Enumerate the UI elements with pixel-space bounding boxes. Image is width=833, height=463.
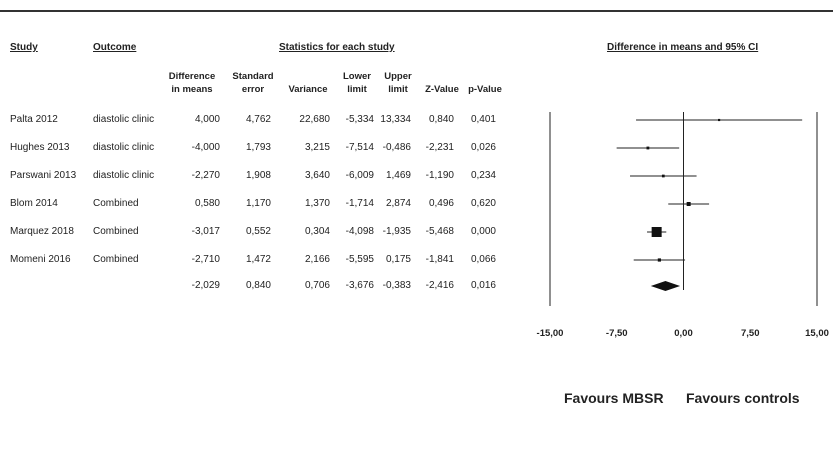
header-outcome: Outcome — [93, 42, 137, 53]
column-header-line2: p-Value — [468, 84, 502, 95]
stat-value: 3,640 — [304, 170, 330, 181]
summary-value: -3,676 — [345, 280, 374, 291]
stat-value: -3,017 — [191, 226, 220, 237]
summary-value: -2,029 — [191, 280, 220, 291]
column-header: Difference in means — [160, 70, 224, 96]
column-header-line2: in means — [171, 84, 213, 95]
column-header-line1: Standard — [232, 71, 274, 82]
study-outcome: diastolic clinic — [93, 142, 155, 153]
column-header-line1: Lower — [343, 71, 371, 82]
study-name: Parswani 2013 — [10, 170, 77, 181]
x-tick-label: 15,00 — [805, 328, 829, 339]
stat-value: 4,000 — [194, 114, 220, 125]
stat-value: 0,496 — [428, 198, 454, 209]
study-name: Blom 2014 — [10, 198, 58, 209]
stat-value: 4,762 — [245, 114, 271, 125]
stat-value: -4,098 — [345, 226, 374, 237]
stat-value: 0,026 — [470, 142, 496, 153]
study-point — [686, 202, 691, 206]
column-header-line2: limit — [388, 84, 408, 95]
study-outcome: Combined — [93, 226, 139, 237]
summary-value: -2,416 — [425, 280, 454, 291]
summary-diamond — [650, 281, 681, 291]
column-header: p-Value — [453, 70, 517, 96]
stat-value: 22,680 — [299, 114, 330, 125]
header-study: Study — [10, 42, 38, 53]
stat-value: 13,334 — [380, 114, 411, 125]
stat-value: 1,472 — [245, 254, 271, 265]
study-point — [657, 258, 661, 262]
x-tick-label: 0,00 — [674, 328, 693, 339]
stat-value: 0,000 — [470, 226, 496, 237]
stat-value: 2,874 — [385, 198, 411, 209]
column-header-line2: error — [241, 84, 265, 95]
study-outcome: diastolic clinic — [93, 170, 155, 181]
stat-value: -1,714 — [345, 198, 374, 209]
stat-value: -2,270 — [191, 170, 220, 181]
stat-value: -5,468 — [425, 226, 454, 237]
stat-value: -5,595 — [345, 254, 374, 265]
stat-value: 0,304 — [304, 226, 330, 237]
stat-value: -0,486 — [382, 142, 411, 153]
study-outcome: Combined — [93, 254, 139, 265]
header-ci: Difference in means and 95% CI — [607, 42, 759, 53]
stat-value: -1,935 — [382, 226, 411, 237]
column-header-line2: Variance — [288, 84, 328, 95]
stat-value: 0,552 — [245, 226, 271, 237]
column-header: Standard error — [221, 70, 285, 96]
study-name: Palta 2012 — [10, 114, 58, 125]
study-point — [651, 227, 662, 237]
column-header: Variance — [276, 70, 340, 96]
favours-left-label: Favours MBSR — [564, 390, 664, 406]
study-name: Momeni 2016 — [10, 254, 71, 265]
column-header: Lower limit — [325, 70, 389, 96]
stat-value: 0,840 — [428, 114, 454, 125]
summary-value: 0,840 — [245, 280, 271, 291]
stat-value: 1,908 — [245, 170, 271, 181]
stat-value: 1,170 — [245, 198, 271, 209]
stat-value: 0,066 — [470, 254, 496, 265]
header-statistics: Statistics for each study — [279, 42, 395, 53]
stat-value: 1,793 — [245, 142, 271, 153]
stat-value: -1,841 — [425, 254, 454, 265]
stat-value: -7,514 — [345, 142, 374, 153]
x-tick-label: 7,50 — [741, 328, 760, 339]
stat-value: 0,401 — [470, 114, 496, 125]
study-point — [661, 174, 665, 178]
stat-value: 2,166 — [304, 254, 330, 265]
stat-value: -1,190 — [425, 170, 454, 181]
column-header-line2: Z-Value — [425, 84, 459, 95]
column-header-line1: Difference — [168, 71, 216, 82]
stat-value: -4,000 — [191, 142, 220, 153]
column-header: Upper limit — [366, 70, 430, 96]
x-tick-label: -15,00 — [537, 328, 564, 339]
stat-value: -2,710 — [191, 254, 220, 265]
stat-value: 0,234 — [470, 170, 496, 181]
stat-value: 0,620 — [470, 198, 496, 209]
stat-value: -6,009 — [345, 170, 374, 181]
study-outcome: diastolic clinic — [93, 114, 155, 125]
stat-value: -2,231 — [425, 142, 454, 153]
column-header-line1: Upper — [384, 71, 412, 82]
study-point — [718, 118, 721, 122]
column-header: Z-Value — [410, 70, 474, 96]
summary-value: -0,383 — [382, 280, 411, 291]
study-outcome: Combined — [93, 198, 139, 209]
stat-value: 0,580 — [194, 198, 220, 209]
summary-value: 0,706 — [304, 280, 330, 291]
column-header-line2: limit — [347, 84, 367, 95]
study-name: Marquez 2018 — [10, 226, 74, 237]
favours-right-label: Favours controls — [686, 390, 800, 406]
stat-value: -5,334 — [345, 114, 374, 125]
stat-value: 3,215 — [304, 142, 330, 153]
stat-value: 1,469 — [385, 170, 411, 181]
summary-value: 0,016 — [470, 280, 496, 291]
study-name: Hughes 2013 — [10, 142, 70, 153]
x-tick-label: -7,50 — [606, 328, 628, 339]
top-rule — [0, 10, 833, 12]
stat-value: 1,370 — [304, 198, 330, 209]
stat-value: 0,175 — [385, 254, 411, 265]
study-point — [646, 146, 650, 150]
